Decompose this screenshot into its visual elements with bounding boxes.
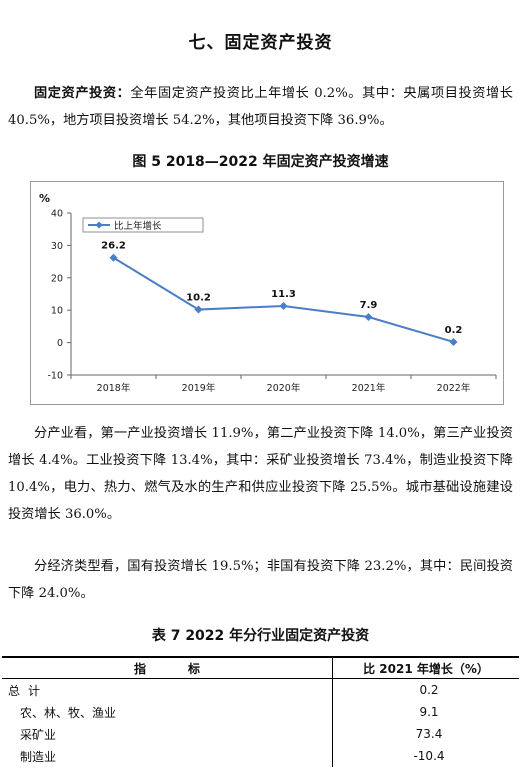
section-title: 七、固定资产投资 — [188, 33, 333, 53]
economic-type-paragraph: 分经济类型看，国有投资增长 19.5%；非国有投资下降 23.2%，其中：民间投… — [8, 559, 513, 601]
header-growth: 比 2021 年增长（%） — [332, 656, 519, 679]
fixed-asset-paragraph: 固定资产投资：全年固定资产投资比上年增长 0.2%。其中：央属项目投资增长 40… — [8, 80, 513, 134]
y-tick-label: 30 — [51, 241, 63, 252]
header-indicator-a: 指 — [133, 661, 146, 676]
row-name: 制造业 — [2, 745, 333, 767]
row-value: -10.4 — [413, 749, 445, 763]
data-point — [194, 305, 203, 314]
x-tick-label: 2018年 — [97, 382, 131, 394]
table-row: 总计 0.2 — [2, 678, 519, 701]
table-row: 制造业 -10.4 — [2, 745, 519, 767]
row-value: 73.4 — [415, 727, 443, 741]
legend-label: 比上年增长 — [114, 220, 162, 232]
row-name: 采矿业 — [2, 723, 333, 745]
data-point — [279, 301, 288, 310]
x-tick-label: 2020年 — [267, 382, 301, 394]
paragraph-lead: 固定资产投资： — [34, 86, 131, 101]
total-label-b: 计 — [28, 683, 41, 698]
total-label-a: 总 — [8, 683, 21, 698]
y-tick-label: 10 — [51, 306, 63, 317]
data-label: 10.2 — [186, 293, 211, 304]
chart-svg: -10 0 10 20 30 40% 2018年 2019年 2020年 2021年 2022年 26… — [39, 192, 497, 394]
figure-caption: 图 5 2018—2022 年固定资产投资增速 — [132, 154, 389, 170]
table-row: 农、林、牧、渔业 9.1 — [2, 701, 519, 723]
y-tick-label: 20 — [51, 273, 63, 284]
table-row: 采矿业 73.4 — [2, 723, 519, 745]
table-caption: 表 7 2022 年分行业固定资产投资 — [151, 628, 370, 644]
y-tick-label: 0 — [57, 338, 63, 349]
paragraph-text: 全年固定资产投资比上年增长 0.2%。其中：央属项目投资增长 40.5%，地方项… — [8, 86, 513, 128]
y-tick-label: -10 — [47, 371, 63, 382]
legend-box — [82, 217, 204, 233]
header-indicator: 指标 — [2, 656, 333, 679]
x-tick-label: 2022年 — [437, 382, 471, 394]
row-name: 农、林、牧、渔业 — [2, 701, 333, 723]
header-indicator-b: 标 — [188, 661, 201, 676]
investment-growth-chart: -10 0 10 20 30 40% 2018年 2019年 2020年 2021年 2022年 26… — [30, 181, 504, 405]
data-point — [364, 313, 373, 322]
row-total-value: 0.2 — [419, 683, 439, 697]
data-label: 11.3 — [271, 289, 296, 300]
data-label: 26.2 — [101, 241, 126, 252]
y-axis-label: % — [39, 192, 50, 205]
data-point — [449, 337, 458, 346]
row-value: 9.1 — [419, 705, 439, 719]
data-label: 7.9 — [360, 300, 378, 311]
legend-marker — [95, 221, 103, 229]
industry-paragraph: 分产业看，第一产业投资增长 11.9%，第二产业投资下降 14.0%，第三产业投… — [8, 426, 513, 522]
industry-investment-table: 指标 比 2021 年增长（%） 总计 0.2 农、林、牧、渔业 9.1 采矿业… — [2, 656, 519, 767]
table-header-row: 指标 比 2021 年增长（%） — [2, 656, 519, 679]
data-point — [109, 253, 118, 262]
x-tick-label: 2021年 — [352, 382, 386, 394]
data-label: 0.2 — [445, 325, 463, 336]
x-tick-label: 2019年 — [182, 382, 216, 394]
y-tick-label: 40 — [51, 209, 63, 220]
row-total-name: 总计 — [2, 678, 333, 701]
